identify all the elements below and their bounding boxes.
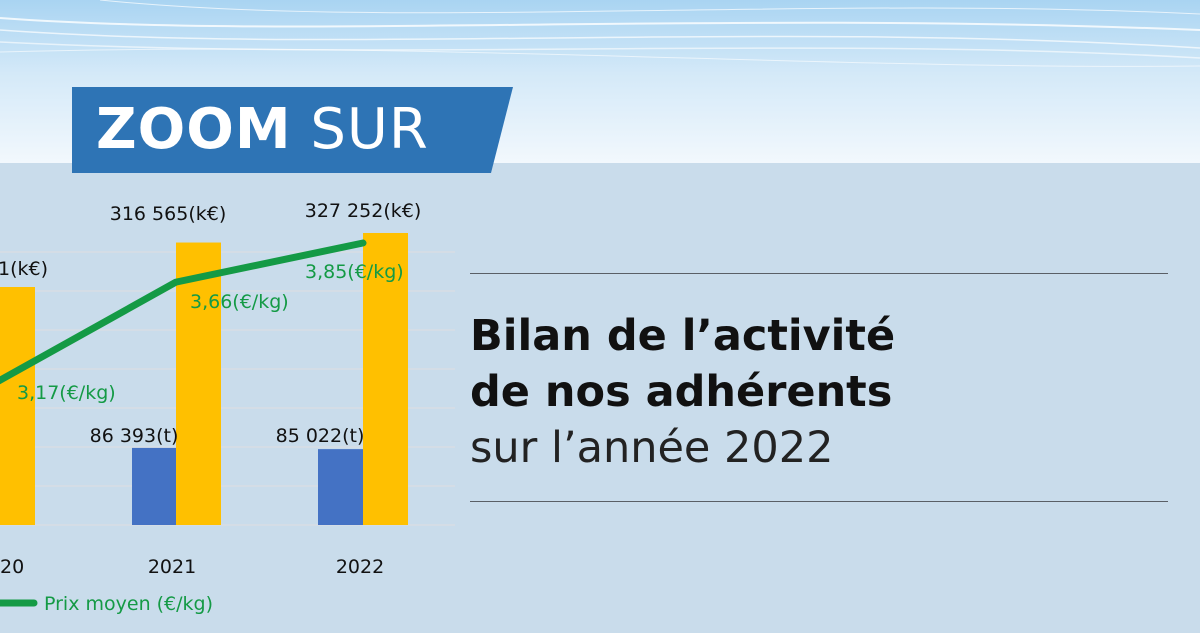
bar-blue-1 (132, 447, 177, 525)
chart-legend: Prix moyen (€/kg) (0, 593, 213, 615)
headline-block: Bilan de l’activité de nos adhérents sur… (470, 308, 1170, 476)
headline-line-3: sur l’année 2022 (470, 423, 834, 473)
bar-yellow-0 (0, 287, 35, 525)
headline-line-2: de nos adhérents (470, 367, 893, 417)
price-label-1: 3,66(€/kg) (190, 291, 289, 313)
chart-x-axis: 20 2021 2022 (0, 556, 384, 578)
zoom-sur-banner: ZOOM SUR (72, 87, 513, 173)
top-divider (470, 273, 1168, 274)
chart: 51(k€) 316 565(k€) 327 252(k€) 86 393(t) 85 … (0, 200, 455, 615)
banner-title-light: SUR (310, 97, 429, 162)
x-tick-label-1: 2021 (148, 556, 196, 578)
banner-shape (72, 87, 513, 173)
bar-yellow-label-2: 327 252(k€) (305, 200, 422, 222)
price-label-0: 3,17(€/kg) (17, 382, 116, 404)
bar-yellow-1 (176, 242, 221, 525)
bottom-divider (470, 501, 1168, 502)
banner-background (72, 87, 513, 173)
chart-line-layer (0, 239, 367, 385)
chart-labels: 51(k€) 316 565(k€) 327 252(k€) 86 393(t) 85 … (0, 200, 421, 447)
bar-blue-2 (318, 449, 363, 525)
bar-yellow-2 (363, 232, 408, 525)
bar-blue-label-2: 85 022(t) (276, 425, 365, 447)
legend-label: Prix moyen (€/kg) (44, 593, 213, 615)
bar-yellow-label-1: 316 565(k€) (110, 203, 227, 225)
x-tick-label-2: 2022 (336, 556, 384, 578)
wave-lines (0, 0, 1200, 67)
bar-yellow-label-0: 51(k€) (0, 258, 48, 280)
x-tick-label-0: 20 (0, 556, 24, 578)
banner-title: ZOOM SUR (96, 91, 429, 169)
banner-title-bold: ZOOM (96, 97, 292, 162)
bar-blue-label-1: 86 393(t) (90, 425, 179, 447)
headline-line-1: Bilan de l’activité (470, 311, 896, 361)
chart-bars (0, 232, 408, 525)
price-label-2: 3,85(€/kg) (305, 261, 404, 283)
